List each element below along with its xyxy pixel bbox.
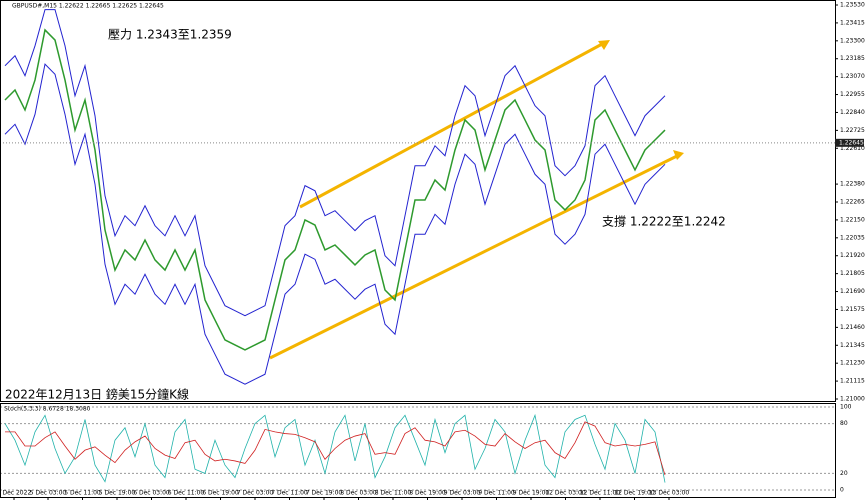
x-tick-label: 8 Dec 11:00	[375, 490, 412, 497]
y-tick-label: 1.23300	[840, 37, 865, 44]
y-tick-label: 1.22840	[840, 109, 865, 116]
y-tick-label: 1.23415	[840, 19, 865, 26]
y-tick-label: 1.21690	[840, 288, 865, 295]
y-tick-label: 1.22955	[840, 91, 865, 98]
y-tick-label: 1.21345	[840, 342, 865, 349]
stoch-plot	[1, 406, 835, 491]
y-tick-label: 1.21460	[840, 324, 865, 331]
y-tick-label: 1.22725	[840, 127, 865, 134]
y-tick-label: 1.21920	[840, 252, 865, 259]
arrow-head	[673, 150, 684, 160]
stoch-line	[4, 413, 666, 483]
trend-line	[269, 154, 678, 360]
annotation: 壓力 1.2343至1.2359	[108, 28, 232, 42]
stoch-tick-label: 20	[840, 470, 848, 477]
arrow-head	[598, 40, 610, 50]
annotation: 2022年12月13日 鎊美15分鐘K線	[5, 387, 189, 402]
x-tick-label: 6 Dec 11:00	[168, 490, 205, 497]
y-tick-label: 1.22150	[840, 216, 865, 223]
stoch-tick-label: 100	[840, 404, 852, 411]
x-tick-label: 6 Dec 19:00	[202, 490, 239, 497]
band-line	[4, 9, 666, 317]
stoch-title: Stoch(5,3,3) 8.6728 18.3080	[4, 406, 91, 413]
x-tick-label: 5 Dec 03:00	[30, 490, 67, 497]
x-tick-label: 9 Dec 03:00	[444, 490, 481, 497]
y-tick-label: 1.23070	[840, 73, 865, 80]
stoch-line	[5, 421, 666, 476]
annotation: 支撐 1.2222至1.2242	[602, 215, 726, 229]
last-price-label: 1.22645	[839, 139, 864, 146]
x-tick-label: 7 Dec 11:00	[271, 490, 308, 497]
x-tick-label: 9 Dec 11:00	[478, 490, 515, 497]
x-tick-label: 5 Dec 19:00	[99, 490, 136, 497]
y-tick-label: 1.22035	[840, 234, 865, 241]
y-tick-label: 1.21575	[840, 306, 865, 313]
price-plot	[1, 9, 835, 385]
x-tick-label: 12 Dec 11:00	[580, 490, 621, 497]
y-tick-label: 1.21805	[840, 270, 865, 277]
price-line	[4, 28, 666, 351]
stoch-frame	[0, 403, 836, 498]
main-frame	[0, 0, 836, 402]
x-tick-label: 8 Dec 19:00	[409, 490, 446, 497]
x-tick-label: 2 Dec 2022	[0, 490, 31, 497]
stoch-tick-label: 0	[840, 487, 844, 494]
x-tick-label: 7 Dec 03:00	[237, 490, 274, 497]
x-tick-label: 7 Dec 19:00	[306, 490, 343, 497]
last-price-box	[835, 138, 864, 147]
y-tick-label: 1.21000	[840, 396, 865, 403]
x-tick-label: 13 Dec 03:00	[649, 490, 690, 497]
x-tick-label: 9 Dec 19:00	[513, 490, 550, 497]
y-tick-label: 1.22380	[840, 181, 865, 188]
y-tick-label: 1.23530	[840, 2, 865, 9]
x-tick-label: 5 Dec 11:00	[64, 490, 101, 497]
header: GBPUSD#,M15 1.22622 1.22665 1.22625 1.22…	[12, 3, 164, 10]
y-tick-label: 1.21230	[840, 360, 865, 367]
band-line	[4, 63, 666, 385]
y-tick-label: 1.22265	[840, 199, 865, 206]
y-tick-label: 1.23185	[840, 55, 865, 62]
x-tick-label: 6 Dec 03:00	[133, 490, 170, 497]
x-tick-label: 8 Dec 03:00	[340, 490, 377, 497]
y-tick-label: 1.22610	[840, 145, 865, 152]
x-tick-label: 12 Dec 03:00	[545, 490, 586, 497]
trend-lines	[269, 41, 678, 360]
x-tick-label: 12 Dec 19:00	[614, 490, 655, 497]
y-tick-label: 1.21115	[840, 378, 865, 385]
trend-line	[299, 41, 605, 209]
stoch-tick-label: 80	[840, 420, 848, 427]
